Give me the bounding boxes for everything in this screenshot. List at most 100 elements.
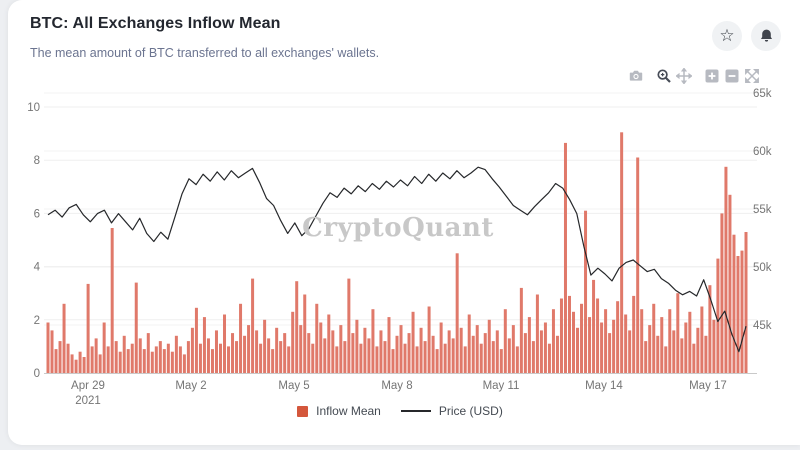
star-icon: ☆ bbox=[719, 25, 735, 45]
inflow-bar bbox=[543, 322, 547, 373]
right-axis-tick: 50k bbox=[753, 262, 772, 274]
right-axis-tick: 55k bbox=[753, 204, 772, 216]
inflow-bar bbox=[343, 341, 347, 373]
inflow-bar bbox=[491, 341, 495, 373]
zoom-icon[interactable] bbox=[654, 66, 674, 86]
inflow-bar bbox=[608, 333, 612, 373]
inflow-bar bbox=[138, 338, 142, 373]
inflow-bar bbox=[243, 335, 247, 373]
inflow-bar bbox=[46, 322, 50, 373]
inflow-bar bbox=[668, 309, 672, 373]
inflow-bar bbox=[355, 319, 359, 373]
x-axis-tick: May 2 bbox=[175, 380, 206, 392]
legend-swatch-line bbox=[400, 410, 431, 412]
inflow-bar bbox=[676, 293, 680, 373]
inflow-bar bbox=[648, 325, 652, 373]
inflow-bar bbox=[700, 306, 704, 373]
inflow-bar bbox=[612, 319, 616, 373]
inflow-bar bbox=[660, 317, 664, 373]
inflow-bar bbox=[267, 338, 271, 373]
inflow-bar bbox=[379, 330, 383, 373]
inflow-bar bbox=[479, 343, 483, 373]
inflow-bar bbox=[728, 194, 732, 373]
inflow-bar bbox=[515, 346, 519, 373]
inflow-bar bbox=[251, 278, 255, 373]
favorite-button[interactable]: ☆ bbox=[712, 21, 742, 51]
inflow-bar bbox=[295, 281, 299, 373]
inflow-bar bbox=[223, 314, 227, 373]
zoom-out-icon[interactable] bbox=[722, 66, 742, 86]
camera-icon[interactable] bbox=[626, 66, 646, 86]
inflow-bar bbox=[704, 335, 708, 373]
inflow-bar bbox=[134, 282, 138, 373]
inflow-bar bbox=[535, 294, 539, 373]
notifications-button[interactable] bbox=[751, 21, 781, 51]
inflow-bar bbox=[166, 343, 170, 373]
inflow-bar bbox=[174, 335, 178, 373]
legend-item-price[interactable]: Price (USD) bbox=[400, 404, 503, 418]
autoscale-icon[interactable] bbox=[742, 66, 762, 86]
inflow-bar bbox=[451, 338, 455, 373]
inflow-bar bbox=[50, 330, 54, 373]
inflow-bar bbox=[311, 343, 315, 373]
chart-legend: Inflow Mean Price (USD) bbox=[0, 404, 800, 418]
inflow-bar bbox=[423, 341, 427, 373]
inflow-bar bbox=[383, 341, 387, 373]
inflow-bar bbox=[419, 327, 423, 373]
inflow-bar bbox=[130, 343, 134, 373]
left-axis-tick: 0 bbox=[34, 368, 40, 380]
inflow-bar bbox=[98, 354, 102, 373]
inflow-bar bbox=[547, 343, 551, 373]
inflow-bar bbox=[624, 314, 628, 373]
legend-label-price: Price (USD) bbox=[438, 404, 503, 418]
price-line bbox=[47, 166, 747, 353]
inflow-bar bbox=[620, 132, 624, 373]
inflow-bar bbox=[411, 311, 415, 373]
inflow-bar bbox=[255, 330, 259, 373]
inflow-bar bbox=[118, 351, 122, 373]
inflow-bar bbox=[439, 322, 443, 373]
inflow-bar bbox=[239, 303, 243, 373]
inflow-bar bbox=[150, 351, 154, 373]
inflow-bar bbox=[126, 349, 130, 373]
x-axis-tick: May 14 bbox=[585, 380, 623, 392]
inflow-bar bbox=[70, 354, 74, 373]
bell-icon bbox=[760, 29, 772, 42]
inflow-bar bbox=[656, 335, 660, 373]
inflow-bar bbox=[507, 338, 511, 373]
inflow-bar bbox=[503, 309, 507, 373]
inflow-bar bbox=[696, 327, 700, 373]
inflow-bar bbox=[82, 357, 86, 373]
inflow-bar bbox=[283, 333, 287, 373]
inflow-bar bbox=[327, 314, 331, 373]
legend-label-inflow-mean: Inflow Mean bbox=[316, 404, 381, 418]
inflow-bar bbox=[724, 166, 728, 373]
zoom-in-icon[interactable] bbox=[702, 66, 722, 86]
inflow-bar bbox=[407, 333, 411, 373]
inflow-bar bbox=[563, 142, 567, 373]
inflow-bar bbox=[487, 319, 491, 373]
inflow-bar bbox=[323, 338, 327, 373]
inflow-bar bbox=[403, 343, 407, 373]
inflow-bar bbox=[716, 258, 720, 373]
inflow-bar bbox=[387, 317, 391, 373]
inflow-bar bbox=[640, 309, 644, 373]
inflow-bar bbox=[712, 319, 716, 373]
legend-item-inflow-mean[interactable]: Inflow Mean bbox=[297, 404, 381, 418]
right-axis-tick: 60k bbox=[753, 146, 772, 158]
inflow-bar bbox=[275, 327, 279, 373]
inflow-bar bbox=[291, 311, 295, 373]
pan-icon[interactable] bbox=[674, 66, 694, 86]
inflow-bar bbox=[347, 278, 351, 373]
inflow-bar bbox=[427, 306, 431, 373]
inflow-bar bbox=[435, 349, 439, 373]
inflow-bar bbox=[279, 341, 283, 373]
inflow-bar bbox=[616, 301, 620, 373]
inflow-bar bbox=[202, 317, 206, 373]
inflow-bar bbox=[567, 295, 571, 373]
inflow-bar bbox=[178, 346, 182, 373]
inflow-bar bbox=[367, 338, 371, 373]
inflow-bar bbox=[395, 335, 399, 373]
inflow-bar bbox=[399, 325, 403, 373]
